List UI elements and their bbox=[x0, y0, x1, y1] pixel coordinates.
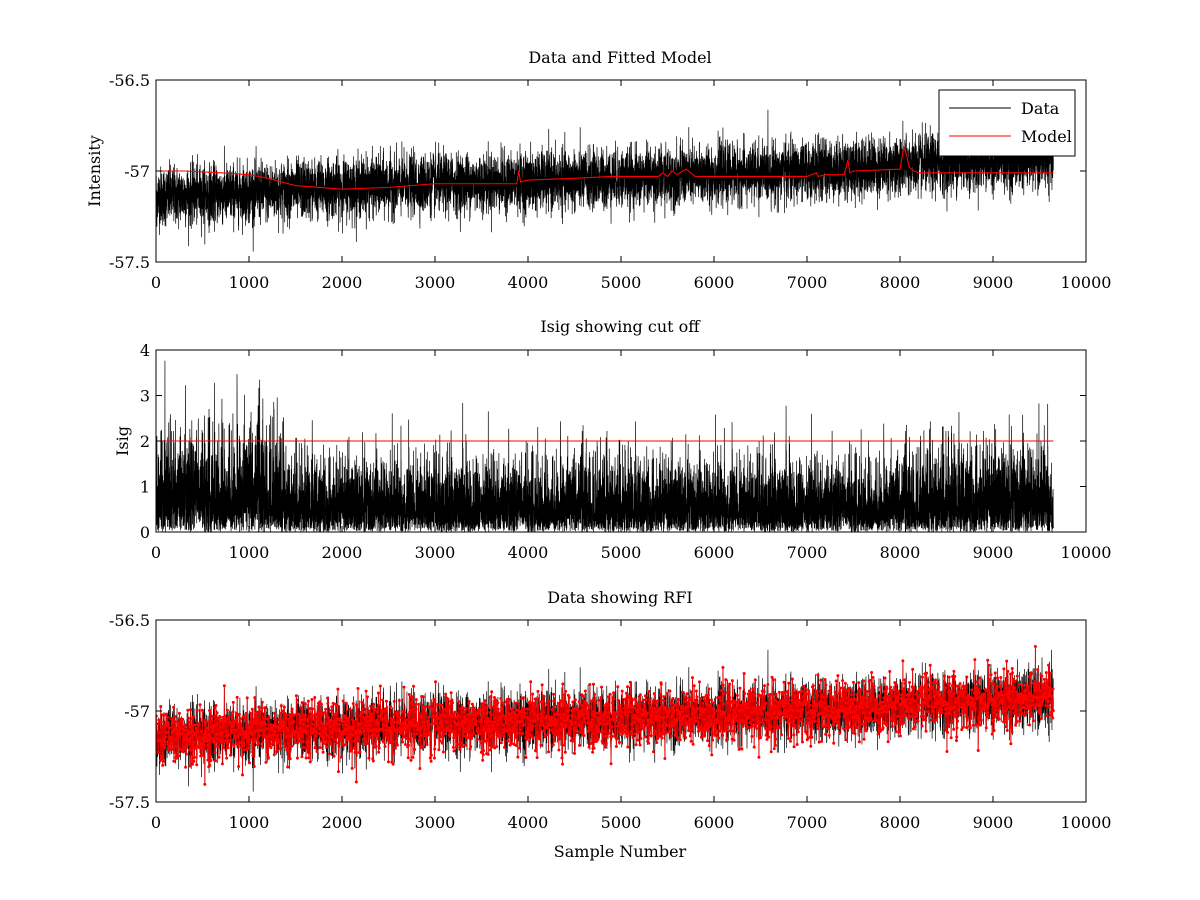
x-tick-label: 6000 bbox=[694, 813, 735, 832]
x-tick-label: 2000 bbox=[322, 273, 363, 292]
plot-title: Data and Fitted Model bbox=[528, 48, 711, 67]
y-tick-label: 2 bbox=[140, 432, 150, 451]
x-tick-label: 2000 bbox=[322, 813, 363, 832]
series-rfi-points bbox=[156, 645, 1055, 786]
panel-data-and-fitted-model: Data and Fitted Model Intensity 0 1000 200… bbox=[85, 48, 1111, 292]
y-axis-label: Intensity bbox=[85, 135, 104, 207]
x-tick-label: 8000 bbox=[880, 273, 921, 292]
x-tick-label: 1000 bbox=[229, 813, 270, 832]
y-tick-label: -57.5 bbox=[109, 793, 150, 812]
rfi-connect-line bbox=[156, 646, 1054, 785]
x-tick-label: 1000 bbox=[229, 273, 270, 292]
x-tick-label: 6000 bbox=[694, 543, 735, 562]
plot-title: Isig showing cut off bbox=[540, 317, 701, 336]
series-line-model bbox=[156, 145, 1054, 190]
panel-isig-cut-off: Isig showing cut off Isig 0 1000 2000 3000 4… bbox=[113, 317, 1111, 562]
y-axis-label: Isig bbox=[113, 426, 132, 456]
x-tick-label: 4000 bbox=[508, 543, 549, 562]
y-tick-label: 4 bbox=[140, 341, 150, 360]
y-tick-label: 0 bbox=[140, 523, 150, 542]
legend: Data Model bbox=[938, 89, 1076, 157]
x-tick-label: 9000 bbox=[973, 813, 1014, 832]
series-line-data bbox=[156, 106, 1054, 252]
legend-label: Data bbox=[1021, 99, 1060, 118]
y-tick-label: -57.5 bbox=[109, 253, 150, 272]
x-tick-label: 5000 bbox=[601, 543, 642, 562]
x-tick-label: 5000 bbox=[601, 813, 642, 832]
y-tick-label: -56.5 bbox=[109, 611, 150, 630]
x-tick-label: 3000 bbox=[415, 543, 456, 562]
x-tick-label: 2000 bbox=[322, 543, 363, 562]
plot-area bbox=[156, 360, 1054, 532]
x-tick-label: 7000 bbox=[787, 813, 828, 832]
x-tick-label: 9000 bbox=[973, 273, 1014, 292]
legend-label: Model bbox=[1021, 127, 1072, 146]
x-tick-label: 3000 bbox=[415, 813, 456, 832]
plot-area bbox=[156, 106, 1054, 252]
x-tick-label: 7000 bbox=[787, 543, 828, 562]
x-tick-label: 10000 bbox=[1061, 543, 1112, 562]
series-line-isig bbox=[156, 360, 1054, 532]
x-axis-label: Sample Number bbox=[554, 842, 687, 861]
x-tick-label: 1000 bbox=[229, 543, 270, 562]
x-tick-label: 7000 bbox=[787, 273, 828, 292]
x-tick-label: 4000 bbox=[508, 813, 549, 832]
x-tick-label: 3000 bbox=[415, 273, 456, 292]
x-tick-label: 4000 bbox=[508, 273, 549, 292]
y-tick-label: -57 bbox=[124, 162, 150, 181]
legend-box bbox=[938, 89, 1076, 157]
plot-title: Data showing RFI bbox=[547, 588, 692, 607]
x-tick-label: 0 bbox=[151, 273, 161, 292]
x-tick-label: 8000 bbox=[880, 813, 921, 832]
x-tick-label: 0 bbox=[151, 543, 161, 562]
y-tick-label: 3 bbox=[140, 387, 150, 406]
x-tick-label: 10000 bbox=[1061, 813, 1112, 832]
x-tick-label: 6000 bbox=[694, 273, 735, 292]
x-tick-label: 8000 bbox=[880, 543, 921, 562]
panel-data-showing-rfi: Data showing RFI Sample Number 0 1000 2000… bbox=[109, 588, 1111, 861]
y-tick-label: 1 bbox=[140, 478, 150, 497]
x-tick-label: 9000 bbox=[973, 543, 1014, 562]
y-tick-label: -57 bbox=[124, 702, 150, 721]
x-tick-label: 5000 bbox=[601, 273, 642, 292]
y-tick-label: -56.5 bbox=[109, 71, 150, 90]
plot-area bbox=[156, 645, 1055, 792]
x-tick-label: 10000 bbox=[1061, 273, 1112, 292]
x-tick-label: 0 bbox=[151, 813, 161, 832]
